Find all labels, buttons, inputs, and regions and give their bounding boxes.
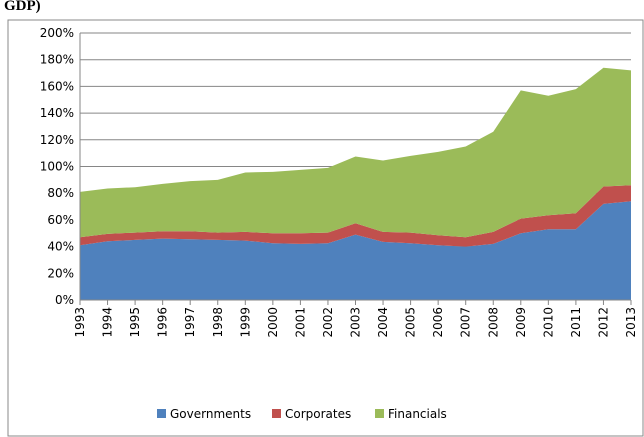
x-tick-label: 2002 <box>321 307 335 338</box>
x-tick-label: 1996 <box>156 307 170 338</box>
x-tick-label: 1993 <box>73 307 87 338</box>
x-tick-label: 2006 <box>431 307 445 338</box>
y-tick-label: 200% <box>40 26 74 40</box>
y-tick-label: 140% <box>40 106 74 120</box>
y-tick-label: 180% <box>40 53 74 67</box>
area <box>80 201 631 300</box>
legend-label: Governments <box>170 407 251 421</box>
y-tick-label: 40% <box>47 240 74 254</box>
legend-swatch <box>375 409 384 418</box>
legend-swatch <box>272 409 281 418</box>
x-tick-label: 2004 <box>376 307 390 338</box>
x-tick-label: 2012 <box>596 307 610 338</box>
x-tick-label: 2010 <box>541 307 555 338</box>
x-tick-label: 1997 <box>183 307 197 338</box>
x-tick-label: 1998 <box>211 307 225 338</box>
x-tick-label: 1995 <box>128 307 142 338</box>
x-tick-label: 2001 <box>293 307 307 338</box>
y-tick-label: 0% <box>55 293 74 307</box>
x-tick-label: 2007 <box>459 307 473 338</box>
chart-title: GDP) <box>4 0 41 14</box>
x-tick-label: 2000 <box>266 307 280 338</box>
x-tick-label: 1994 <box>101 307 115 338</box>
x-tick-label: 2003 <box>349 307 363 338</box>
y-tick-label: 20% <box>47 266 74 280</box>
area <box>80 185 631 247</box>
legend-swatch <box>157 409 166 418</box>
y-tick-label: 80% <box>47 186 74 200</box>
y-tick-label: 60% <box>47 213 74 227</box>
x-tick-label: 1999 <box>238 307 252 338</box>
legend-label: Corporates <box>285 407 351 421</box>
x-tick-label: 2011 <box>569 307 583 338</box>
y-tick-label: 100% <box>40 160 74 174</box>
legend-label: Financials <box>388 407 447 421</box>
area <box>80 67 631 238</box>
x-tick-label: 2008 <box>486 307 500 338</box>
x-tick-label: 2009 <box>514 307 528 338</box>
x-tick-label: 2013 <box>624 307 638 338</box>
y-tick-label: 120% <box>40 133 74 147</box>
y-tick-label: 160% <box>40 79 74 93</box>
x-tick-label: 2005 <box>404 307 418 338</box>
